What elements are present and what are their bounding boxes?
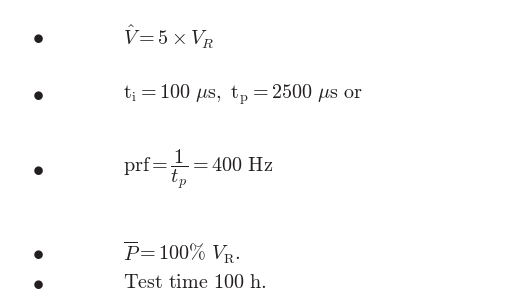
Text: $\bullet$: $\bullet$ <box>32 159 45 179</box>
Text: $\overline{P} = 100\%\ V_\mathrm{R}.$: $\overline{P} = 100\%\ V_\mathrm{R}.$ <box>123 239 241 266</box>
Text: $\mathrm{Test\ time\ 100\ h.}$: $\mathrm{Test\ time\ 100\ h.}$ <box>123 273 266 292</box>
Text: $\bullet$: $\bullet$ <box>32 84 45 104</box>
Text: $\bullet$: $\bullet$ <box>32 243 45 263</box>
Text: $\mathrm{t_i} = 100\ \mu\mathrm{s,\ t_p} = 2500\ \mu\mathrm{s\ or}$: $\mathrm{t_i} = 100\ \mu\mathrm{s,\ t_p}… <box>123 82 363 106</box>
Text: $\bullet$: $\bullet$ <box>32 28 45 47</box>
Text: $\hat{V} = 5 \times V_R$: $\hat{V} = 5 \times V_R$ <box>123 24 215 51</box>
Text: $\mathrm{prf} = \dfrac{1}{t_p} = 400\ \mathrm{Hz}$: $\mathrm{prf} = \dfrac{1}{t_p} = 400\ \m… <box>123 147 273 191</box>
Text: $\bullet$: $\bullet$ <box>32 273 45 292</box>
